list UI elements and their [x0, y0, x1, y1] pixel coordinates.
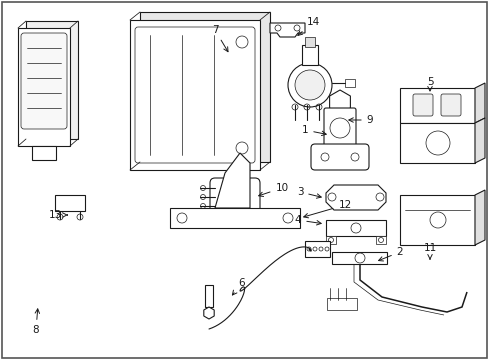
Text: 8: 8	[33, 309, 40, 335]
Bar	[375, 236, 385, 244]
Text: 14: 14	[297, 17, 319, 35]
Bar	[345, 79, 354, 87]
Text: 7: 7	[211, 25, 227, 52]
Text: 12: 12	[303, 200, 351, 218]
Text: 10: 10	[258, 183, 288, 197]
Bar	[170, 208, 299, 228]
Bar	[305, 37, 314, 47]
Text: 11: 11	[423, 243, 436, 259]
Polygon shape	[325, 185, 385, 210]
Circle shape	[294, 70, 325, 100]
FancyBboxPatch shape	[310, 144, 368, 170]
Bar	[399, 123, 474, 163]
Text: 3: 3	[296, 187, 321, 198]
Text: 1: 1	[301, 125, 325, 136]
FancyBboxPatch shape	[324, 108, 355, 152]
FancyBboxPatch shape	[135, 27, 254, 163]
Polygon shape	[269, 23, 305, 37]
FancyBboxPatch shape	[209, 178, 260, 216]
Circle shape	[287, 63, 331, 107]
Bar	[326, 298, 356, 310]
Polygon shape	[215, 153, 249, 208]
Polygon shape	[474, 190, 484, 245]
Text: 6: 6	[232, 278, 245, 295]
Text: 9: 9	[348, 115, 372, 125]
Polygon shape	[18, 28, 70, 146]
Bar	[325, 236, 335, 244]
Bar	[302, 45, 317, 65]
Polygon shape	[26, 21, 78, 139]
Polygon shape	[140, 12, 269, 162]
Polygon shape	[474, 118, 484, 163]
Text: 4: 4	[294, 215, 321, 225]
Bar	[55, 195, 85, 211]
Text: 13: 13	[48, 210, 67, 220]
FancyBboxPatch shape	[21, 33, 67, 129]
Bar	[204, 285, 213, 307]
Bar	[325, 220, 385, 236]
Polygon shape	[329, 90, 350, 114]
Polygon shape	[474, 83, 484, 123]
Polygon shape	[130, 20, 260, 170]
Bar	[32, 146, 56, 160]
Polygon shape	[203, 307, 214, 319]
Bar	[305, 241, 329, 257]
Bar	[399, 88, 474, 123]
Bar	[331, 252, 386, 264]
FancyBboxPatch shape	[412, 94, 432, 116]
Text: 2: 2	[378, 247, 403, 261]
Bar	[399, 195, 474, 245]
FancyBboxPatch shape	[440, 94, 460, 116]
Text: 5: 5	[426, 77, 432, 91]
